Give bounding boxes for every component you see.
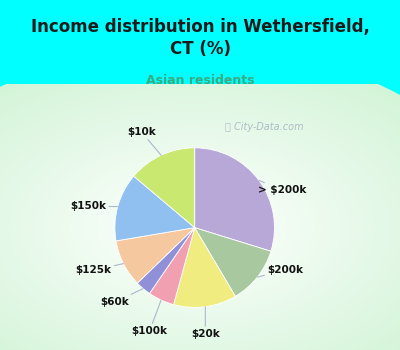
- Ellipse shape: [108, 178, 276, 277]
- Wedge shape: [137, 228, 195, 293]
- Ellipse shape: [58, 149, 326, 307]
- Ellipse shape: [0, 81, 400, 350]
- Ellipse shape: [166, 212, 218, 243]
- Ellipse shape: [173, 216, 211, 239]
- Ellipse shape: [0, 108, 395, 348]
- Ellipse shape: [0, 63, 400, 350]
- Text: $200k: $200k: [257, 265, 303, 277]
- Ellipse shape: [47, 142, 337, 314]
- Wedge shape: [195, 228, 271, 296]
- Ellipse shape: [0, 101, 400, 350]
- Ellipse shape: [0, 83, 400, 350]
- Ellipse shape: [89, 167, 295, 289]
- Ellipse shape: [116, 182, 268, 273]
- Ellipse shape: [5, 117, 379, 338]
- Text: $20k: $20k: [191, 307, 220, 339]
- Ellipse shape: [0, 103, 400, 350]
- Ellipse shape: [123, 187, 261, 268]
- Ellipse shape: [24, 128, 360, 327]
- Ellipse shape: [74, 158, 310, 298]
- Ellipse shape: [0, 47, 400, 350]
- Ellipse shape: [39, 137, 345, 318]
- Wedge shape: [174, 228, 235, 307]
- Ellipse shape: [66, 153, 318, 302]
- Ellipse shape: [100, 174, 284, 282]
- Ellipse shape: [62, 151, 322, 304]
- Ellipse shape: [0, 74, 400, 350]
- Ellipse shape: [0, 76, 400, 350]
- Text: Asian residents: Asian residents: [146, 74, 254, 86]
- Ellipse shape: [0, 65, 400, 350]
- Ellipse shape: [0, 49, 400, 350]
- Ellipse shape: [54, 146, 330, 309]
- Ellipse shape: [0, 58, 400, 350]
- Ellipse shape: [135, 194, 249, 261]
- Ellipse shape: [8, 119, 376, 336]
- Wedge shape: [195, 148, 274, 251]
- Ellipse shape: [181, 221, 203, 234]
- Ellipse shape: [146, 201, 238, 255]
- Wedge shape: [134, 148, 195, 228]
- Ellipse shape: [0, 51, 400, 350]
- Ellipse shape: [96, 171, 288, 284]
- Ellipse shape: [0, 54, 400, 350]
- Ellipse shape: [127, 189, 257, 266]
- Ellipse shape: [0, 85, 400, 350]
- Ellipse shape: [142, 198, 242, 257]
- Ellipse shape: [20, 126, 364, 329]
- Ellipse shape: [184, 223, 200, 232]
- Ellipse shape: [169, 214, 215, 241]
- Ellipse shape: [93, 169, 291, 286]
- Ellipse shape: [28, 131, 356, 325]
- Ellipse shape: [0, 97, 400, 350]
- Ellipse shape: [77, 160, 307, 295]
- Ellipse shape: [0, 112, 387, 343]
- Ellipse shape: [112, 180, 272, 275]
- Text: $10k: $10k: [127, 127, 161, 155]
- Ellipse shape: [32, 133, 352, 323]
- Text: > $200k: > $200k: [258, 180, 307, 195]
- Ellipse shape: [150, 203, 234, 252]
- Ellipse shape: [0, 69, 400, 350]
- Text: $60k: $60k: [100, 289, 143, 307]
- Ellipse shape: [35, 135, 349, 320]
- Text: Income distribution in Wethersfield,
CT (%): Income distribution in Wethersfield, CT …: [30, 18, 370, 58]
- Ellipse shape: [0, 72, 400, 350]
- Ellipse shape: [0, 92, 400, 350]
- Ellipse shape: [0, 106, 398, 350]
- Ellipse shape: [1, 115, 383, 341]
- Ellipse shape: [81, 162, 303, 293]
- Text: $100k: $100k: [132, 300, 168, 336]
- Ellipse shape: [177, 219, 207, 237]
- Wedge shape: [116, 228, 195, 283]
- Ellipse shape: [0, 78, 400, 350]
- Ellipse shape: [120, 185, 264, 271]
- Ellipse shape: [104, 176, 280, 280]
- Ellipse shape: [154, 205, 230, 250]
- Text: $150k: $150k: [70, 201, 118, 211]
- Ellipse shape: [0, 110, 391, 345]
- Ellipse shape: [16, 124, 368, 331]
- Ellipse shape: [0, 60, 400, 350]
- Ellipse shape: [139, 196, 245, 259]
- Ellipse shape: [85, 164, 299, 291]
- Ellipse shape: [70, 155, 314, 300]
- Wedge shape: [150, 228, 195, 304]
- Ellipse shape: [0, 56, 400, 350]
- Ellipse shape: [50, 144, 334, 311]
- Ellipse shape: [0, 67, 400, 350]
- Wedge shape: [115, 176, 195, 241]
- Ellipse shape: [188, 225, 196, 230]
- Ellipse shape: [0, 99, 400, 350]
- Ellipse shape: [131, 191, 253, 264]
- Text: ⓘ City-Data.com: ⓘ City-Data.com: [224, 121, 303, 132]
- Ellipse shape: [0, 90, 400, 350]
- Ellipse shape: [162, 210, 222, 246]
- Ellipse shape: [43, 140, 341, 316]
- Ellipse shape: [0, 94, 400, 350]
- Ellipse shape: [0, 88, 400, 350]
- Text: $125k: $125k: [76, 264, 124, 275]
- Ellipse shape: [158, 208, 226, 248]
- Ellipse shape: [12, 121, 372, 334]
